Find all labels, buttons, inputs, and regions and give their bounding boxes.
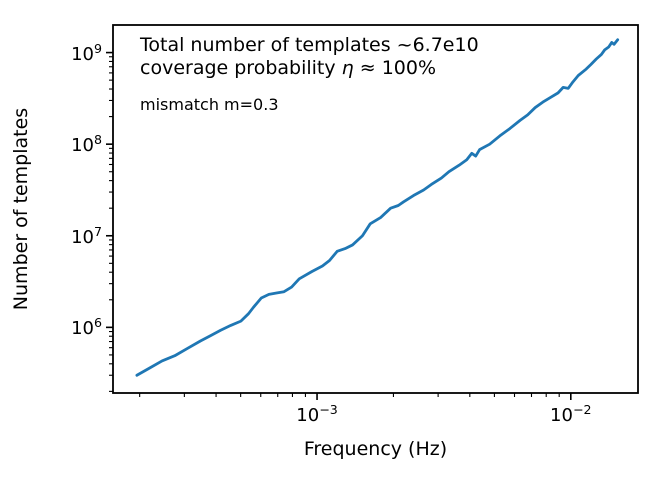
x-tick-label: 10−2 <box>550 402 592 426</box>
y-axis-label: Number of templates <box>10 107 32 311</box>
eta-symbol: η <box>341 57 354 79</box>
y-tick-label: 109 <box>71 40 102 65</box>
plot-frame <box>112 24 639 394</box>
annotation-mismatch: mismatch m=0.3 <box>140 95 279 114</box>
annotation-total-templates: Total number of templates ~6.7e10 <box>140 34 479 56</box>
x-tick-label: 10−3 <box>296 402 338 426</box>
annotation-coverage-probability: coverage probability η ≈ 100% <box>140 57 436 79</box>
y-tick-label: 108 <box>71 132 102 157</box>
annotation-coverage-pre: coverage probability <box>140 57 342 79</box>
x-axis-label: Frequency (Hz) <box>303 438 448 460</box>
y-tick-label: 107 <box>71 223 102 248</box>
data-curve <box>135 38 620 377</box>
y-tick-label: 106 <box>71 315 102 340</box>
annotation-coverage-post: ≈ 100% <box>353 57 437 79</box>
